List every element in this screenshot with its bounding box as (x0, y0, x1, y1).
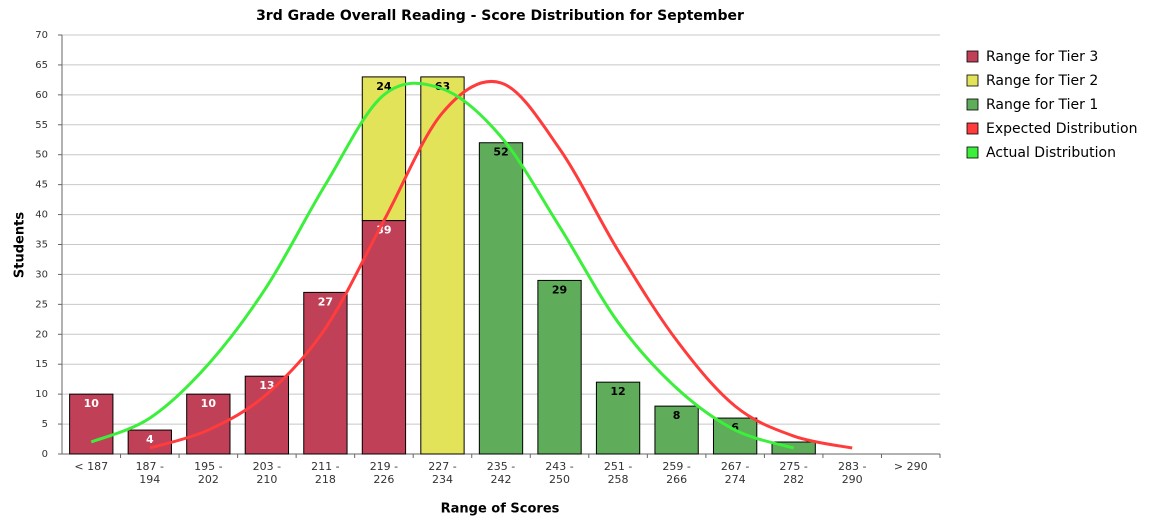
bar (244, 375, 290, 455)
data-label: 10 (84, 397, 100, 410)
y-tick-label: 55 (35, 120, 48, 131)
x-axis-label: Range of Scores (441, 502, 560, 517)
y-tick-label: 0 (42, 449, 48, 460)
x-tick-label: 195 - 202 (194, 460, 223, 486)
bar (303, 291, 348, 455)
data-label: 8 (673, 409, 681, 422)
x-tick-label: 187 - 194 (135, 460, 165, 486)
x-tick-label: 283 - 290 (837, 460, 867, 486)
bar (654, 405, 699, 455)
y-tick-label: 65 (35, 60, 48, 71)
x-tick-label: 235 - 242 (486, 460, 516, 486)
x-tick-label: < 187 (74, 460, 109, 473)
bar (537, 279, 582, 455)
data-label: 27 (318, 295, 333, 308)
x-tick-label: 211 - 218 (311, 460, 340, 486)
y-tick-label: 50 (35, 150, 48, 161)
x-tick-label: 219 - 226 (369, 460, 399, 486)
chart-title: 3rd Grade Overall Reading - Score Distri… (256, 8, 744, 24)
x-tick-label: > 290 (893, 460, 928, 473)
y-tick-label: 40 (35, 210, 48, 221)
y-tick-label: 30 (35, 269, 48, 280)
bar (595, 381, 641, 455)
bar (361, 76, 407, 222)
legend-swatch (966, 74, 979, 87)
legend-label: Range for Tier 3 (986, 49, 1098, 65)
legend-swatch (966, 98, 979, 111)
legend-label: Expected Distribution (986, 121, 1137, 137)
y-tick-label: 10 (35, 389, 48, 400)
y-tick-label: 45 (35, 180, 48, 191)
line (90, 81, 795, 450)
y-tick-label: 15 (35, 359, 48, 370)
y-axis-label: Students (13, 212, 28, 278)
bar (69, 393, 114, 455)
data-label: 52 (493, 146, 508, 159)
legend-swatch (966, 50, 979, 63)
y-tick-label: 70 (35, 30, 48, 41)
y-tick-label: 35 (35, 240, 48, 251)
data-label: 6 (731, 421, 739, 434)
bar (420, 76, 465, 455)
x-tick-label: 267 - 274 (720, 460, 750, 486)
x-tick-label: 227 - 234 (428, 460, 457, 486)
line (149, 80, 853, 450)
legend-label: Range for Tier 1 (986, 97, 1098, 113)
data-label: 12 (610, 385, 625, 398)
data-label: 4 (146, 433, 154, 446)
y-tick-label: 5 (42, 419, 48, 430)
x-tick-label: 275 - 282 (779, 460, 808, 486)
legend-swatch (966, 122, 979, 135)
data-label: 10 (201, 397, 217, 410)
y-tick-label: 25 (35, 299, 48, 310)
legend-swatch (966, 146, 979, 159)
data-label: 29 (552, 283, 567, 296)
x-tick-label: 243 - 250 (545, 460, 574, 486)
bar (478, 142, 524, 455)
x-tick-label: 251 - 258 (603, 460, 633, 486)
data-label: 24 (376, 80, 392, 93)
y-tick-label: 60 (35, 90, 48, 101)
bar (361, 220, 407, 455)
legend-label: Range for Tier 2 (986, 73, 1098, 89)
y-tick-label: 20 (35, 329, 48, 340)
x-tick-label: 203 - 210 (252, 460, 282, 486)
x-tick-label: 259 - 266 (662, 460, 691, 486)
legend-label: Actual Distribution (986, 145, 1116, 161)
